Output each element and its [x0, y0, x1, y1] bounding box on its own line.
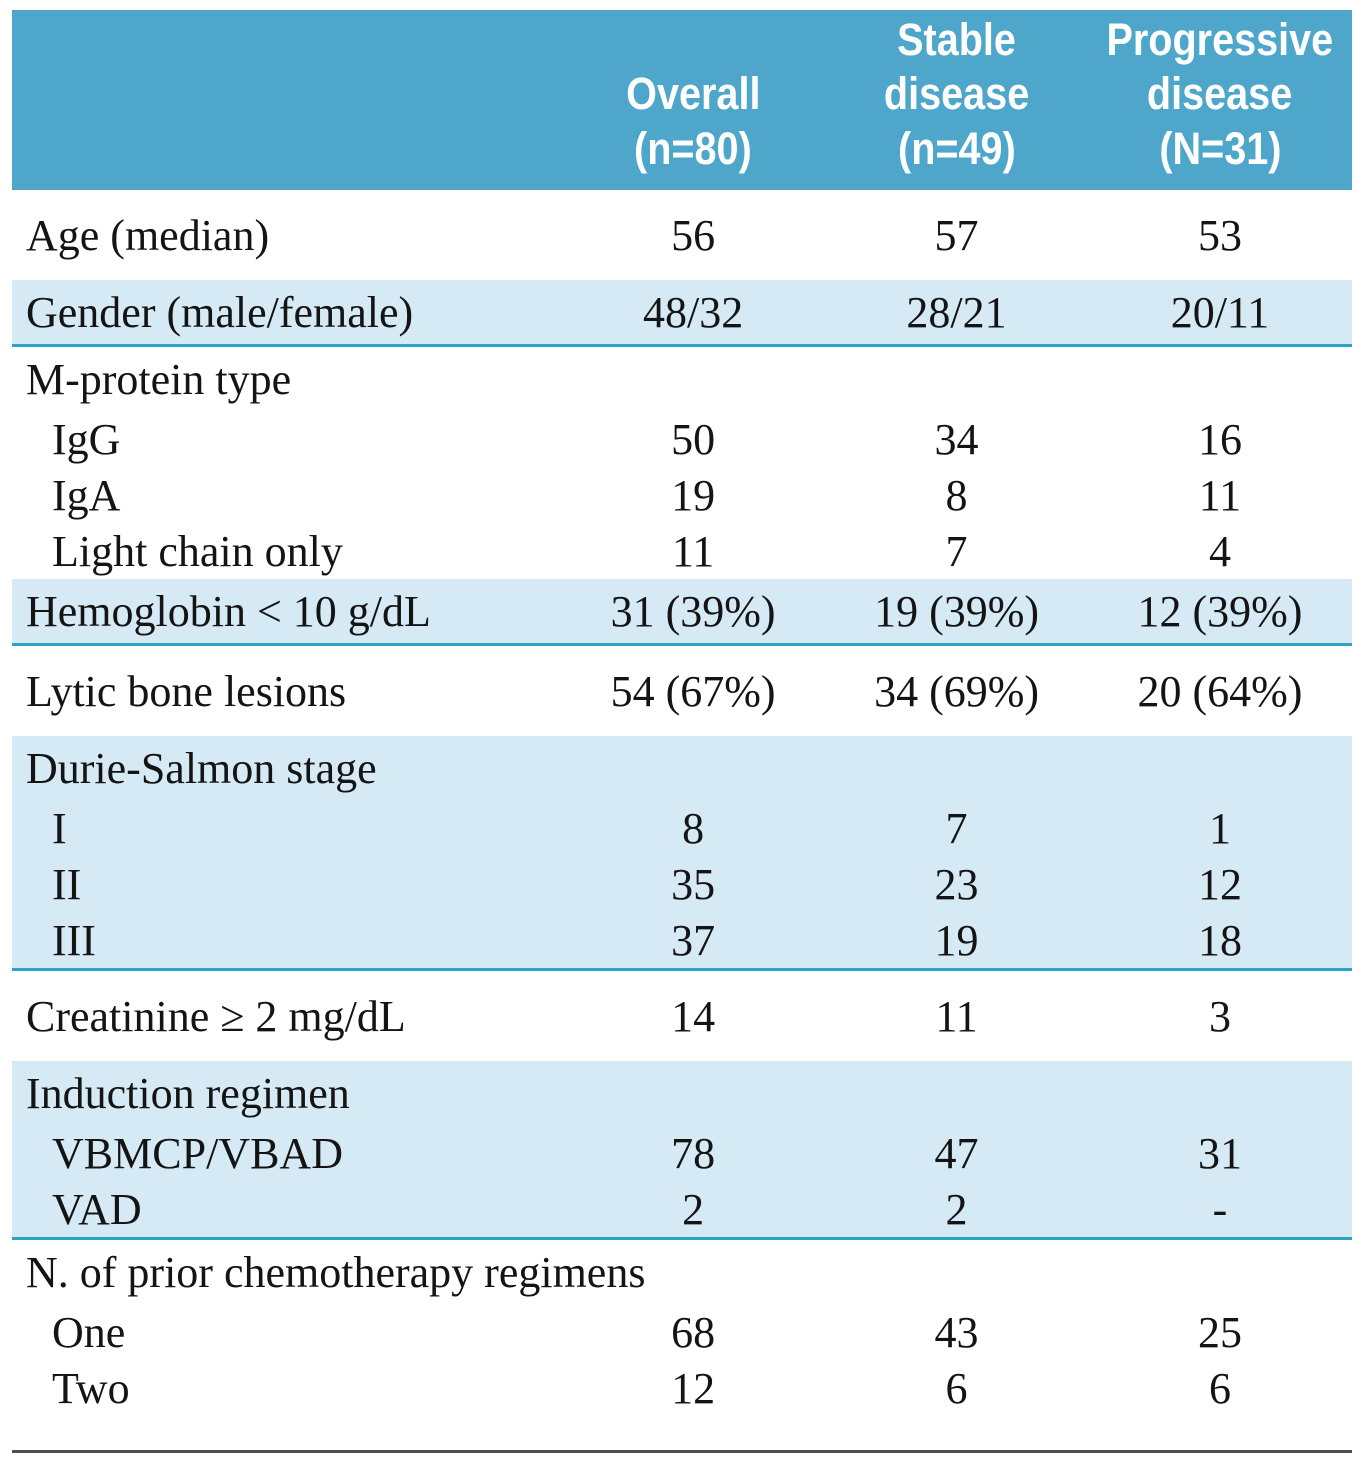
cell-value: 20/11: [1170, 287, 1270, 337]
section-header-row: M-protein type: [12, 347, 1352, 411]
cell-value: 56: [671, 210, 716, 260]
cell-value: 11: [671, 526, 715, 576]
table-bottom-rule: [12, 1450, 1352, 1453]
cell-value: 1: [1208, 803, 1231, 853]
row-label: One: [52, 1307, 126, 1357]
cell-value: 3: [1208, 991, 1231, 1041]
row-label: N. of prior chemotherapy regimens: [26, 1247, 646, 1297]
header-column-line: Stable: [897, 13, 1016, 65]
cell-value: 28/21: [906, 287, 1007, 337]
cell-value: 12 (39%): [1137, 586, 1303, 636]
cell-value: 31 (39%): [610, 586, 776, 636]
cell-value: 4: [1208, 526, 1231, 576]
cell-value: 19 (39%): [874, 586, 1040, 636]
section-header-row: N. of prior chemotherapy regimens: [12, 1240, 1352, 1304]
header-column-line: Overall: [625, 68, 761, 120]
row-label: Induction regimen: [26, 1068, 350, 1118]
table-row: Creatinine ≥ 2 mg/dL 14 11 3: [12, 971, 1352, 1061]
table-row: VBMCP/VBAD 78 47 31: [12, 1125, 1352, 1181]
table-row: II 35 23 12: [12, 856, 1352, 912]
header-column: Stable disease (n=49): [825, 10, 1088, 190]
cell-value: 53: [1197, 210, 1242, 260]
row-label: IgA: [52, 470, 121, 520]
table-row: IgA 19 8 11: [12, 467, 1352, 523]
cell-value: 11: [935, 991, 978, 1041]
row-label: II: [52, 859, 82, 909]
cell-value: 16: [1197, 414, 1242, 464]
cell-value: 19: [934, 915, 979, 965]
cell-value: 47: [934, 1128, 979, 1178]
section-header-row: Induction regimen: [12, 1061, 1352, 1125]
table-row: Gender (male/female) 48/32 28/21 20/11: [12, 280, 1352, 347]
row-label: IgG: [52, 414, 121, 464]
row-label: III: [52, 915, 96, 965]
cell-value: 31: [1197, 1128, 1242, 1178]
cell-value: 7: [945, 803, 968, 853]
table-row: VAD 2 2 -: [12, 1181, 1352, 1240]
row-label: VBMCP/VBAD: [52, 1128, 343, 1178]
table-row: Lytic bone lesions 54 (67%) 34 (69%) 20 (64…: [12, 646, 1352, 736]
table-row: Hemoglobin < 10 g/dL 31 (39%) 19 (39%) 12 (…: [12, 579, 1352, 646]
cell-value: 14: [671, 991, 716, 1041]
row-label: Durie-Salmon stage: [26, 743, 377, 793]
row-label: Two: [52, 1363, 130, 1413]
table-header-row: Overall (n=80) Stable disease (n=49) Progress…: [12, 10, 1352, 190]
header-column-line: disease: [1147, 68, 1293, 120]
table-row: IgG 50 34 16: [12, 411, 1352, 467]
row-label: Creatinine ≥ 2 mg/dL: [26, 991, 406, 1041]
table-row: Age (median) 56 57 53: [12, 190, 1352, 280]
row-label: M-protein type: [26, 354, 292, 404]
table-row: I 8 7 1: [12, 800, 1352, 856]
cell-value: 8: [682, 803, 705, 853]
cell-value: 48/32: [642, 287, 744, 337]
section-header-row: Durie-Salmon stage: [12, 736, 1352, 800]
cell-value: 18: [1197, 915, 1242, 965]
row-label: Hemoglobin < 10 g/dL: [26, 586, 431, 636]
header-column-line: disease: [883, 68, 1030, 120]
cell-value: 12: [671, 1363, 716, 1413]
header-column-line: (N=31): [1158, 122, 1282, 174]
row-label: I: [52, 803, 67, 853]
row-label: Lytic bone lesions: [26, 666, 347, 716]
cell-value: 2: [682, 1184, 705, 1234]
cell-value: 19: [671, 470, 716, 520]
cell-value: 50: [671, 414, 716, 464]
header-empty-cell: [12, 10, 561, 190]
cell-value: 25: [1197, 1307, 1242, 1357]
row-label: Light chain only: [52, 526, 343, 576]
table-row: One 68 43 25: [12, 1304, 1352, 1360]
cell-value: 54 (67%): [610, 666, 776, 716]
cell-value: -: [1212, 1184, 1228, 1234]
row-label: VAD: [52, 1184, 142, 1234]
table-row: Light chain only 11 7 4: [12, 523, 1352, 579]
table-row: III 37 19 18: [12, 912, 1352, 971]
cell-value: 12: [1197, 859, 1242, 909]
table-body: Age (median) 56 57 53 Gender (male/female) 48…: [12, 190, 1352, 1416]
header-column: Progressive disease (N=31): [1088, 10, 1351, 190]
cell-value: 78: [671, 1128, 716, 1178]
row-label: Gender (male/female): [26, 287, 414, 337]
cell-value: 43: [934, 1307, 979, 1357]
cell-value: 2: [945, 1184, 968, 1234]
cell-value: 11: [1198, 470, 1242, 520]
header-column-line: (n=80): [634, 122, 752, 174]
cell-value: 6: [1208, 1363, 1231, 1413]
cell-value: 23: [934, 859, 979, 909]
cell-value: 8: [945, 470, 968, 520]
table-row: Two 12 6 6: [12, 1360, 1352, 1416]
header-column: Overall (n=80): [561, 10, 824, 190]
cell-value: 37: [671, 915, 716, 965]
header-column-line: Progressive: [1106, 13, 1334, 65]
cell-value: 68: [671, 1307, 716, 1357]
header-column-line: (n=49): [897, 122, 1016, 174]
cell-value: 35: [671, 859, 716, 909]
row-label: Age (median): [26, 210, 270, 260]
cell-value: 34: [934, 414, 979, 464]
cell-value: 57: [934, 210, 979, 260]
cell-value: 7: [945, 526, 968, 576]
cell-value: 34 (69%): [874, 666, 1040, 716]
cell-value: 6: [945, 1363, 968, 1413]
cell-value: 20 (64%): [1137, 666, 1303, 716]
